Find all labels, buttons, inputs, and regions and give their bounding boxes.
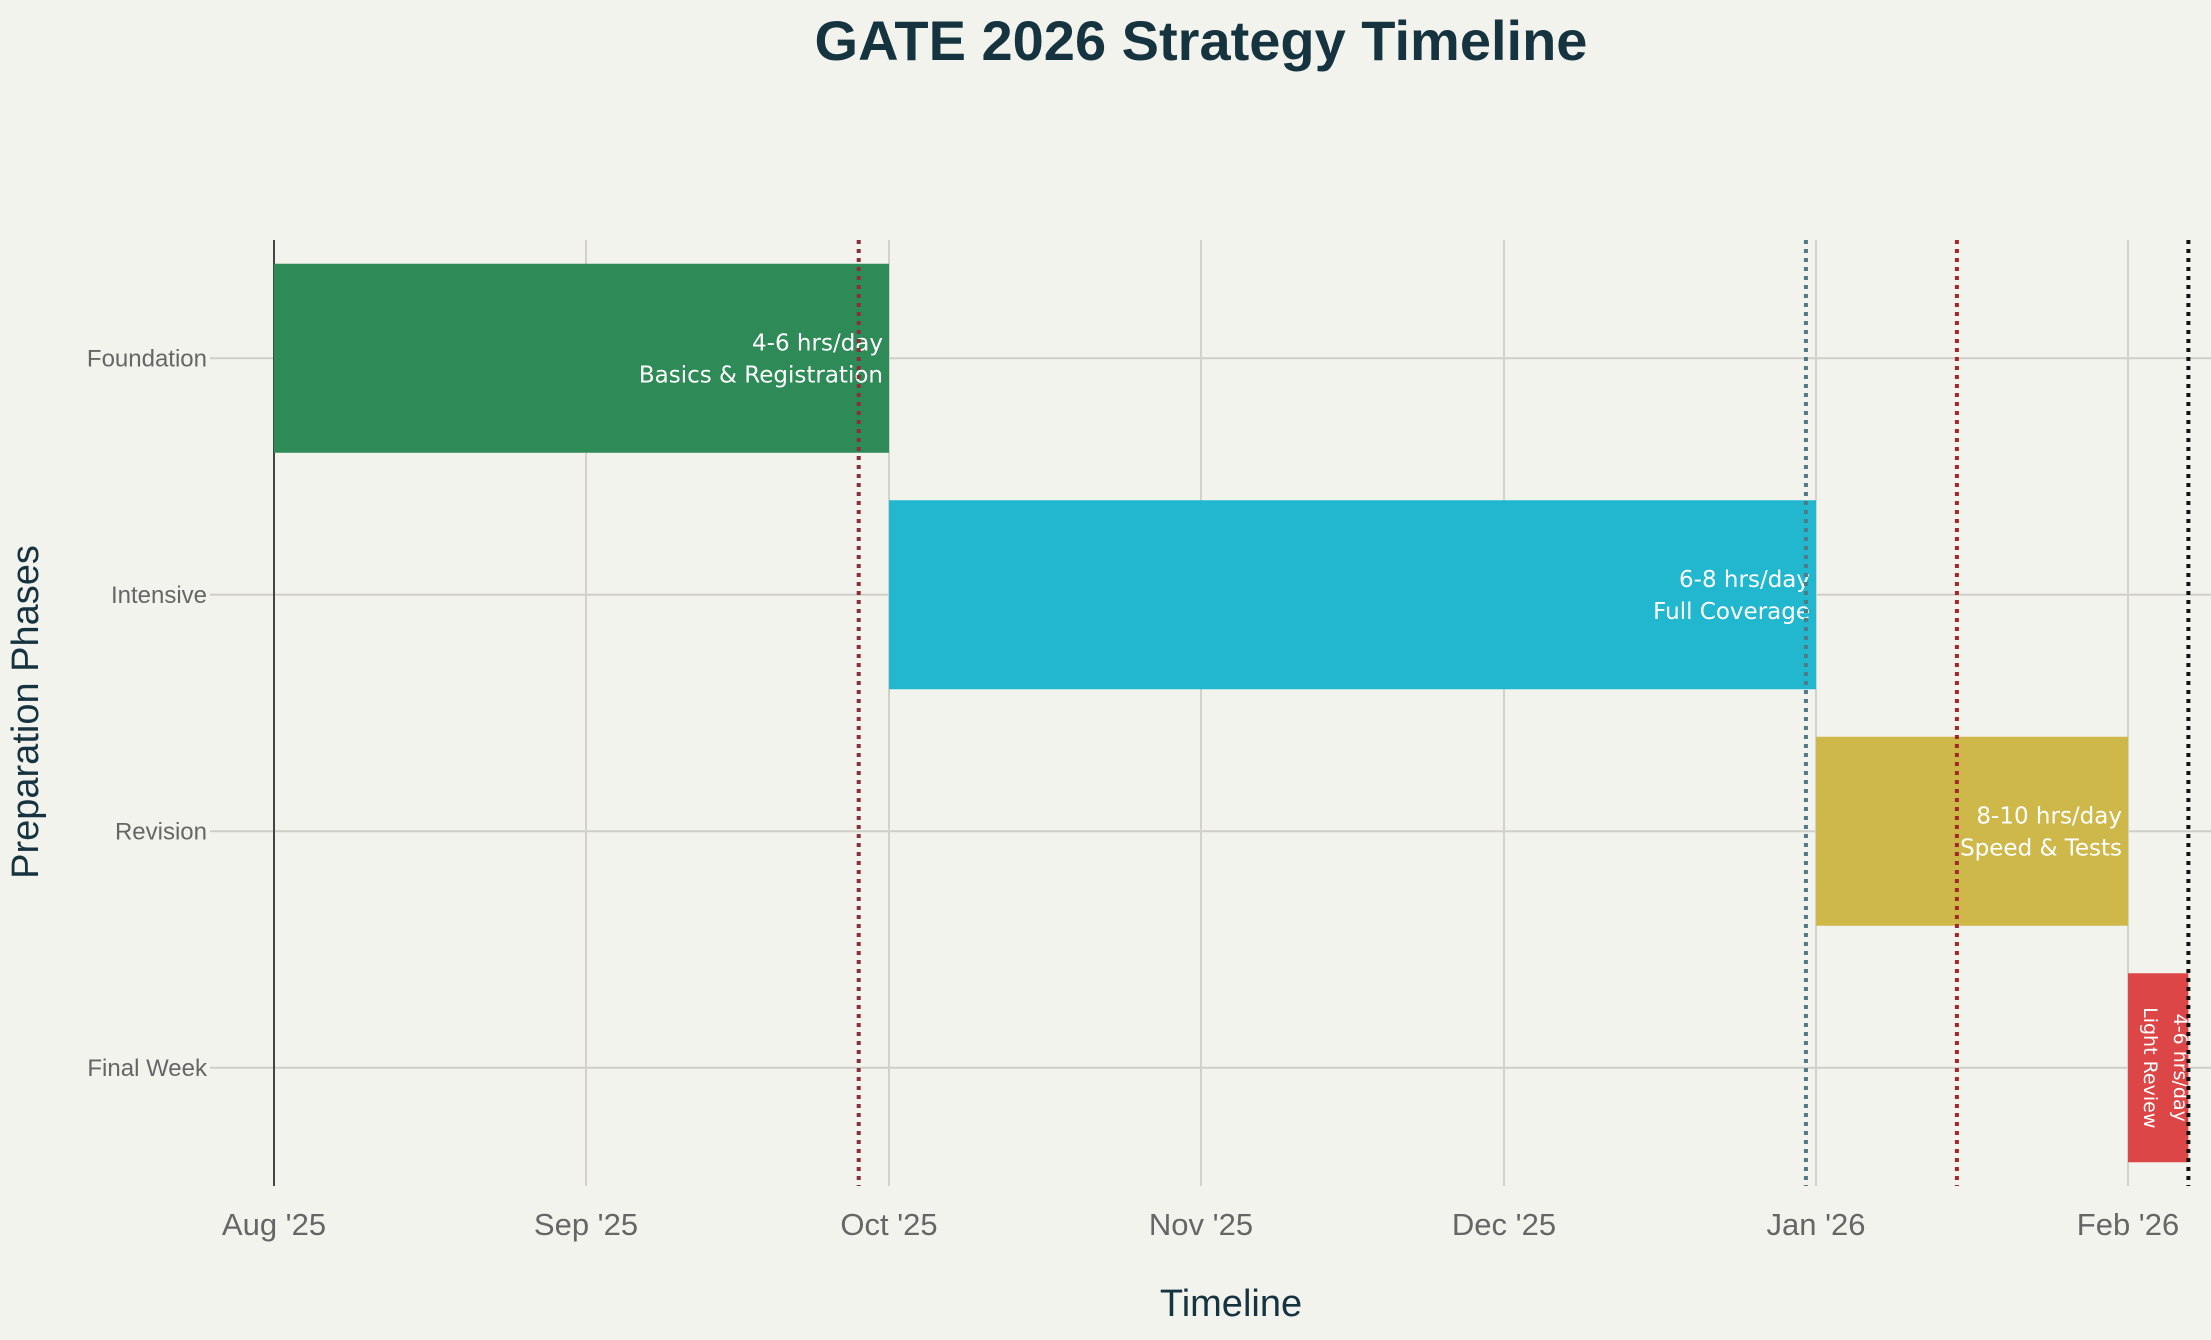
bar-label: Full Coverage [1653, 599, 1810, 625]
bar-label: 4-6 hrs/day [2169, 1014, 2191, 1122]
x-tick-label: Sep '25 [534, 1207, 638, 1242]
phase-bar [1816, 736, 2128, 926]
y-tick-label: Intensive [111, 582, 207, 609]
chart-title: GATE 2026 Strategy Timeline [815, 9, 1588, 72]
y-tick-label: Foundation [87, 345, 207, 372]
x-tick-label: Dec '25 [1452, 1207, 1556, 1242]
x-tick-label: Jan '26 [1767, 1207, 1866, 1242]
bar-label-group: 4-6 hrs/day Light Review [2139, 1007, 2191, 1128]
bar-label: 4-6 hrs/day [752, 330, 883, 356]
y-tick-label: Revision [115, 818, 207, 845]
x-tick-label: Nov '25 [1149, 1207, 1253, 1242]
phase-bars: 4-6 hrs/day Basics & Registration 6-8 hrs/… [274, 263, 2191, 1163]
bar-label: Speed & Tests [1960, 835, 2122, 861]
axis-ticks: Foundation Intensive Revision Final Week Aug… [87, 345, 2179, 1242]
x-axis-title: Timeline [1160, 1283, 1302, 1325]
x-tick-label: Aug '25 [222, 1207, 326, 1242]
milestone-lines [856, 240, 2191, 1186]
y-tick-label: Final Week [87, 1055, 208, 1082]
bar-label: Basics & Registration [639, 362, 883, 388]
bar-label: Light Review [2139, 1007, 2161, 1128]
x-tick-label: Oct '25 [840, 1207, 937, 1242]
bar-label: 8-10 hrs/day [1976, 803, 2122, 829]
phase-bar [2128, 973, 2189, 1163]
x-tick-label: Feb '26 [2077, 1207, 2179, 1242]
bar-label: 6-8 hrs/day [1679, 567, 1810, 593]
y-axis-title: Preparation Phases [5, 545, 47, 879]
phase-bar [889, 500, 1816, 690]
phase-bar [274, 263, 889, 453]
